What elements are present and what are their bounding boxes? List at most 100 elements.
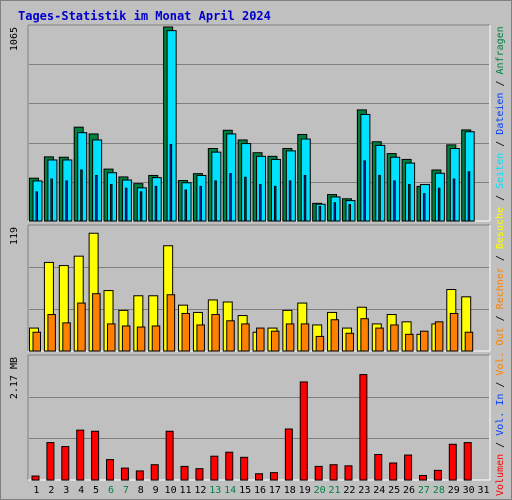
bar-dateien: [422, 193, 426, 222]
right-legend-entry: Rechner: [495, 267, 506, 309]
bar-rechner: [390, 324, 399, 352]
bar-rechner: [256, 327, 265, 352]
bar-volumen: [344, 465, 353, 481]
x-tick-label: 30: [463, 485, 475, 496]
bar-dateien: [437, 187, 441, 222]
bar-rechner: [360, 318, 369, 352]
bar-dateien: [124, 187, 128, 222]
bar-dateien: [110, 184, 113, 222]
bar-rechner: [449, 312, 459, 352]
bar-dateien: [363, 160, 366, 222]
bar-dateien: [244, 176, 247, 222]
right-legend-entry: Volumen: [495, 454, 506, 496]
x-tick-label: 17: [269, 485, 281, 496]
bar-dateien: [35, 191, 38, 222]
bar-dateien: [348, 204, 351, 222]
right-legend-entry: Vol. Out: [495, 327, 506, 375]
x-tick-label: 27: [418, 485, 430, 496]
bar-dateien: [154, 185, 158, 222]
bar-volumen: [225, 451, 234, 481]
bar-rechner: [196, 324, 205, 352]
x-tick-label: 7: [123, 485, 129, 496]
bar-volumen: [76, 429, 85, 481]
right-legend-entry: Vol. In: [495, 394, 506, 436]
bar-rechner: [211, 314, 220, 352]
bar-volumen: [210, 455, 219, 481]
bar-dateien: [139, 191, 143, 222]
bar-volumen: [106, 459, 115, 481]
bar-rechner: [77, 302, 86, 352]
x-tick-label: 1: [33, 485, 39, 496]
bar-dateien: [318, 205, 322, 222]
bar-rechner: [419, 330, 429, 352]
bar-volumen: [165, 430, 174, 481]
bar-dateien: [273, 185, 277, 222]
x-tick-label: 19: [299, 485, 311, 496]
bar-rechner: [151, 325, 161, 352]
bar-dateien: [288, 180, 292, 222]
bar-rechner: [300, 323, 310, 352]
bar-rechner: [241, 323, 250, 352]
bar-dateien: [95, 174, 98, 222]
bar-rechner: [136, 326, 146, 352]
x-tick-label: 8: [138, 485, 144, 496]
x-tick-label: 2: [48, 485, 54, 496]
right-legend-entry: /: [495, 309, 506, 327]
bar-rechner: [32, 331, 41, 352]
bar-dateien: [259, 184, 262, 222]
bar-rechner: [270, 330, 280, 352]
bar-volumen: [269, 472, 278, 481]
x-tick-label: 5: [93, 485, 99, 496]
y-max-label-requests: 1065: [9, 27, 20, 51]
bar-volumen: [433, 469, 442, 481]
right-legend-entry: Besuche: [495, 207, 506, 249]
bar-volumen: [284, 428, 293, 481]
bar-dateien: [169, 143, 173, 222]
bar-volumen: [150, 464, 159, 481]
right-legend: Volumen / Vol. In / Vol. Out / Rechner /…: [495, 26, 506, 496]
bar-volumen: [314, 465, 323, 481]
bar-rechner: [405, 333, 414, 352]
right-legend-entry: /: [495, 74, 506, 92]
right-legend-entry: /: [495, 189, 506, 207]
bar-dateien: [184, 189, 188, 222]
bar-rechner: [166, 294, 176, 352]
bar-dateien: [408, 184, 411, 222]
bar-volumen: [255, 473, 264, 481]
bar-volumen: [463, 442, 472, 481]
bar-volumen: [418, 474, 427, 481]
bar-volumen: [299, 381, 308, 481]
bar-dateien: [80, 169, 83, 222]
bar-dateien: [303, 174, 307, 222]
x-tick-label: 10: [165, 485, 177, 496]
right-legend-entry: /: [495, 135, 506, 153]
right-legend-entry: /: [495, 249, 506, 267]
bar-dateien: [467, 171, 471, 222]
y-max-label-volume: 2.17 MB: [9, 357, 20, 399]
bar-volumen: [329, 464, 338, 481]
x-tick-label: 21: [328, 485, 340, 496]
x-tick-label: 6: [108, 485, 114, 496]
bar-dateien: [214, 180, 217, 222]
x-tick-label: 4: [78, 485, 84, 496]
x-tick-label: 3: [63, 485, 69, 496]
bar-rechner: [315, 335, 325, 352]
bar-rechner: [285, 323, 295, 352]
x-tick-label: 14: [224, 485, 236, 496]
chart-title: Tages-Statistik im Monat April 2024: [18, 9, 271, 23]
bar-volumen: [374, 453, 383, 481]
bar-dateien: [333, 202, 337, 222]
bar-rechner: [464, 331, 474, 352]
x-tick-label: 22: [343, 485, 355, 496]
bar-volumen: [180, 465, 189, 481]
x-tick-label: 11: [179, 485, 191, 496]
bar-rechner: [345, 332, 354, 352]
bar-volumen: [359, 374, 368, 481]
right-legend-entry: /: [495, 436, 506, 454]
bar-volumen: [31, 475, 40, 481]
bar-dateien: [65, 180, 68, 222]
bar-rechner: [181, 312, 191, 352]
bar-dateien: [393, 180, 396, 222]
y-max-label-visits: 119: [9, 227, 20, 245]
